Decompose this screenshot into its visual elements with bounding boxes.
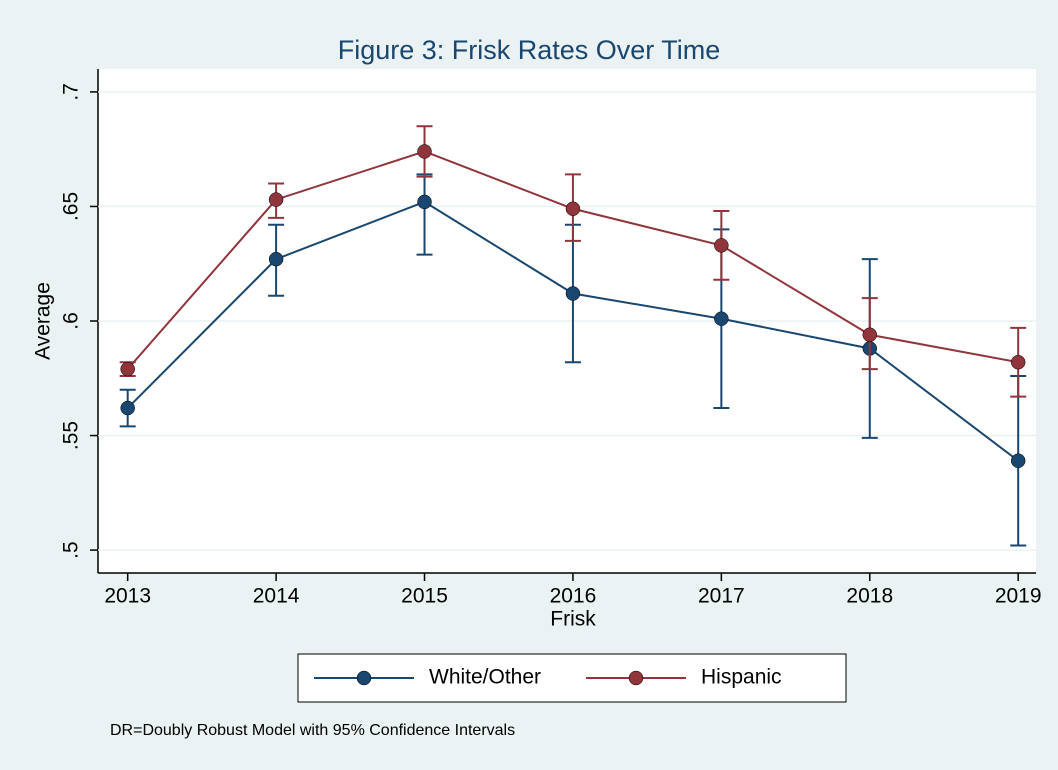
chart-title: Figure 3: Frisk Rates Over Time <box>338 35 721 65</box>
point <box>417 144 432 159</box>
point <box>1010 453 1026 468</box>
legend-marker <box>356 670 372 686</box>
x-tick-label: 2018 <box>846 585 893 608</box>
note: DR=Doubly Robust Model with 95% Confiden… <box>110 722 515 739</box>
point <box>417 194 432 210</box>
point <box>714 311 729 326</box>
legend-label: White/Other <box>429 666 541 689</box>
y-tick-label: .65 <box>60 192 83 221</box>
point <box>120 361 135 377</box>
legend-marker <box>628 670 644 686</box>
y-tick-label: .5 <box>60 541 83 559</box>
point <box>565 286 581 301</box>
y-axis-label: Average <box>32 282 55 360</box>
y-tick-label: .7 <box>60 83 83 101</box>
x-tick-label: 2014 <box>253 585 300 608</box>
x-axis-label: Frisk <box>550 608 596 631</box>
point <box>862 327 878 342</box>
point <box>268 251 284 267</box>
x-tick-label: 2016 <box>550 585 597 608</box>
point <box>120 400 135 416</box>
y-tick-label: .6 <box>60 312 83 330</box>
y-tick-label: .55 <box>60 421 83 450</box>
point <box>1010 354 1026 370</box>
legend-label: Hispanic <box>701 666 782 689</box>
point <box>268 192 284 207</box>
x-tick-label: 2019 <box>995 585 1042 608</box>
x-tick-label: 2013 <box>104 585 151 608</box>
x-tick-label: 2015 <box>401 585 448 608</box>
point <box>565 201 581 216</box>
x-tick-label: 2017 <box>698 585 745 608</box>
point <box>714 238 729 253</box>
